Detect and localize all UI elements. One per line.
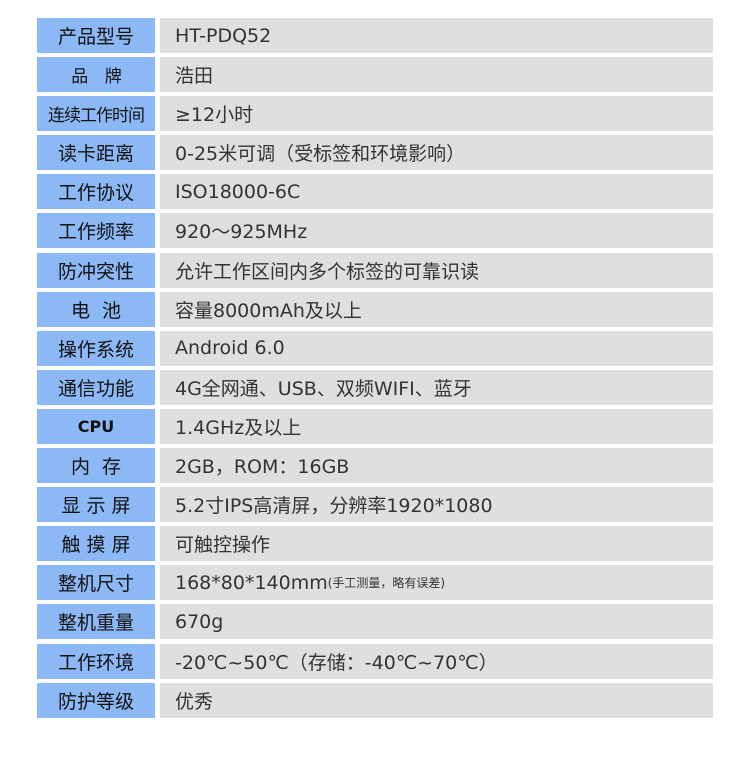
spec-value: Android 6.0 <box>160 330 713 366</box>
spec-value: 0-25米可调（受标签和环境影响） <box>160 135 713 171</box>
spec-value-text: 2GB，ROM：16GB <box>175 456 350 479</box>
spec-value-text: 168*80*140mm <box>175 571 328 594</box>
table-row: 触 摸 屏可触控操作 <box>37 526 713 562</box>
spec-label: 触 摸 屏 <box>37 526 155 562</box>
table-row: 防护等级 优秀 <box>37 682 713 718</box>
spec-value: HT-PDQ52 <box>160 18 713 53</box>
spec-label: 操作系统 <box>37 330 155 366</box>
spec-value: 浩田 <box>160 57 713 93</box>
spec-value-text: 容量8000mAh及以上 <box>175 299 362 322</box>
table-row: 内 存 2GB，ROM：16GB <box>37 448 713 484</box>
spec-label: 通信功能 <box>37 369 155 405</box>
spec-value-text: ≥12小时 <box>175 104 254 127</box>
spec-value: 优秀 <box>160 682 713 718</box>
spec-label: 防冲突性 <box>37 252 155 288</box>
spec-label: CPU <box>37 408 155 444</box>
table-row: 显 示 屏 5.2寸IPS高清屏，分辨率1920*1080 <box>37 487 713 523</box>
spec-note: (手工测量，略有误差) <box>327 576 446 591</box>
table-row: 整机尺寸 168*80*140mm (手工测量，略有误差) <box>37 565 713 601</box>
spec-value: 可触控操作 <box>160 526 713 562</box>
table-row: 工作频率 920～925MHz <box>37 213 713 249</box>
spec-label: 工作协议 <box>37 174 155 210</box>
table-row: 通信功能 4G全网通、USB、双频WIFI、蓝牙 <box>37 369 713 405</box>
table-row: 品 牌浩田 <box>37 57 713 93</box>
spec-label: 读卡距离 <box>37 135 155 171</box>
spec-label: 整机重量 <box>37 604 155 640</box>
spec-value-text: 920～925MHz <box>175 221 308 244</box>
table-row: CPU 1.4GHz及以上 <box>37 408 713 444</box>
spec-label: 显 示 屏 <box>37 487 155 523</box>
spec-value-text: Android 6.0 <box>175 337 285 360</box>
spec-value: 允许工作区间内多个标签的可靠识读 <box>160 252 713 288</box>
spec-value: 5.2寸IPS高清屏，分辨率1920*1080 <box>160 487 713 523</box>
spec-label: 连续工作时间 <box>37 96 155 132</box>
spec-label: 内 存 <box>37 448 155 484</box>
spec-value-text: 1.4GHz及以上 <box>175 416 302 439</box>
table-row: 防冲突性 允许工作区间内多个标签的可靠识读 <box>37 252 713 288</box>
spec-value: ISO18000-6C <box>160 174 713 210</box>
spec-value-text: 允许工作区间内多个标签的可靠识读 <box>175 260 480 283</box>
spec-value-text: 0-25米可调（受标签和环境影响） <box>175 143 466 166</box>
spec-label: 工作频率 <box>37 213 155 249</box>
spec-value-text: 5.2寸IPS高清屏，分辨率1920*1080 <box>175 495 493 518</box>
table-row: 连续工作时间 ≥12小时 <box>37 96 713 132</box>
spec-value-text: 可触控操作 <box>175 534 271 557</box>
spec-value-text: 670g <box>175 610 224 633</box>
spec-value: 4G全网通、USB、双频WIFI、蓝牙 <box>160 369 713 405</box>
spec-value-text: ISO18000-6C <box>175 180 301 203</box>
table-row: 读卡距离 0-25米可调（受标签和环境影响） <box>37 135 713 171</box>
spec-value: -20℃~50℃（存储：-40℃~70℃） <box>160 643 713 679</box>
table-row: 产品型号 HT-PDQ52 <box>37 18 713 53</box>
spec-value-text: -20℃~50℃（存储：-40℃~70℃） <box>175 651 498 674</box>
spec-value-text: HT-PDQ52 <box>175 24 272 47</box>
spec-value-text: 4G全网通、USB、双频WIFI、蓝牙 <box>175 377 472 400</box>
table-row: 操作系统 Android 6.0 <box>37 330 713 366</box>
spec-label: 品 牌 <box>37 57 155 93</box>
table-row: 整机重量 670g <box>37 604 713 640</box>
spec-label: 产品型号 <box>37 18 155 53</box>
spec-value-text: 浩田 <box>175 65 214 88</box>
spec-label: 电 池 <box>37 291 155 327</box>
spec-value: 容量8000mAh及以上 <box>160 291 713 327</box>
table-row: 工作环境 -20℃~50℃（存储：-40℃~70℃） <box>37 643 713 679</box>
spec-label: 防护等级 <box>37 682 155 718</box>
spec-value: 1.4GHz及以上 <box>160 408 713 444</box>
table-row: 工作协议 ISO18000-6C <box>37 174 713 210</box>
spec-table: 产品型号 HT-PDQ52 品 牌浩田 连续工作时间 ≥12小时 读卡距离 0-25米可调（… <box>37 18 713 722</box>
spec-label: 整机尺寸 <box>37 565 155 601</box>
spec-value: 2GB，ROM：16GB <box>160 448 713 484</box>
spec-value: 920～925MHz <box>160 213 713 249</box>
spec-value: ≥12小时 <box>160 96 713 132</box>
spec-label: 工作环境 <box>37 643 155 679</box>
spec-value: 670g <box>160 604 713 640</box>
spec-value-text: 优秀 <box>175 690 214 713</box>
table-row: 电 池容量8000mAh及以上 <box>37 291 713 327</box>
spec-value: 168*80*140mm (手工测量，略有误差) <box>160 565 713 601</box>
